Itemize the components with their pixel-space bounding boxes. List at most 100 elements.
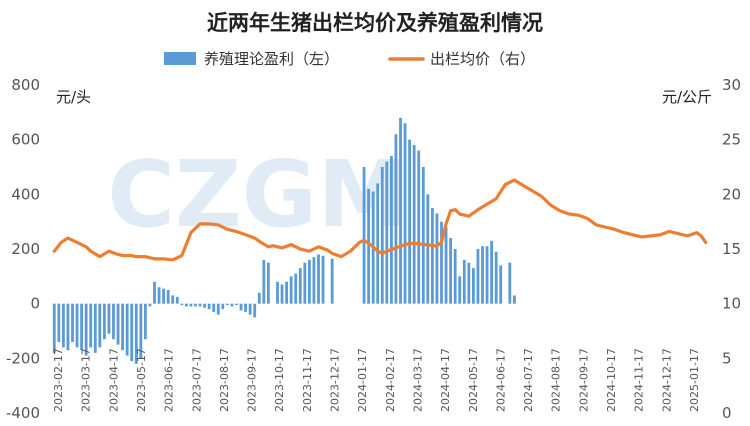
left-tick-label: 0 bbox=[30, 295, 40, 313]
x-tick-label: 2023-11-17 bbox=[301, 348, 314, 412]
x-tick-label: 2023-09-17 bbox=[246, 348, 259, 412]
x-tick-label: 2024-09-17 bbox=[577, 348, 590, 412]
profit-bar bbox=[380, 167, 384, 304]
x-tick-label: 2025-01-17 bbox=[688, 348, 701, 412]
profit-bar bbox=[71, 303, 74, 342]
profit-bar bbox=[362, 167, 366, 304]
profit-bar bbox=[225, 303, 229, 306]
profit-bar bbox=[376, 183, 380, 304]
right-tick-label: 25 bbox=[722, 131, 741, 149]
profit-bar bbox=[512, 295, 516, 304]
profit-bar bbox=[330, 258, 334, 304]
profit-bar bbox=[130, 303, 134, 362]
profit-bar bbox=[394, 134, 398, 304]
profit-bar bbox=[471, 268, 475, 304]
x-tick-label: 2024-03-17 bbox=[411, 348, 424, 412]
profit-bar bbox=[244, 303, 248, 312]
profit-bar bbox=[253, 303, 257, 318]
profit-bar bbox=[235, 303, 238, 306]
x-tick-label: 2024-05-17 bbox=[467, 348, 480, 412]
profit-bar bbox=[216, 303, 220, 315]
profit-bar bbox=[157, 287, 161, 304]
profit-bar bbox=[139, 303, 143, 359]
price-line bbox=[52, 178, 708, 262]
profit-bar bbox=[317, 254, 320, 304]
x-tick-label: 2023-03-17 bbox=[80, 348, 93, 412]
profit-bar bbox=[171, 295, 175, 304]
right-tick-label: 20 bbox=[722, 185, 741, 203]
profit-bar bbox=[102, 303, 106, 340]
profit-bar bbox=[148, 303, 152, 307]
right-tick-label: 10 bbox=[722, 295, 741, 313]
profit-bar bbox=[499, 265, 503, 304]
profit-bar bbox=[389, 156, 393, 304]
profit-bar bbox=[421, 167, 425, 304]
profit-bar bbox=[248, 303, 252, 315]
profit-bar bbox=[98, 303, 102, 348]
profit-bar bbox=[430, 208, 434, 304]
left-axis-unit: 元/头 bbox=[56, 88, 91, 106]
profit-bar bbox=[162, 288, 166, 304]
profit-bar bbox=[449, 238, 453, 304]
profit-bar bbox=[80, 303, 84, 351]
profit-bar bbox=[75, 303, 79, 348]
profit-bar bbox=[289, 276, 293, 304]
profit-bar bbox=[280, 284, 284, 304]
profit-bar bbox=[312, 257, 316, 304]
chart-title: 近两年生猪出栏均价及养殖盈利情况 bbox=[207, 10, 543, 35]
profit-bar bbox=[403, 123, 407, 304]
x-tick-label: 2024-12-17 bbox=[660, 348, 673, 412]
profit-bar bbox=[444, 227, 448, 304]
profit-bar bbox=[66, 303, 70, 351]
profit-bar bbox=[194, 303, 197, 307]
profit-bar bbox=[481, 246, 484, 304]
x-tick-label: 2023-10-17 bbox=[273, 348, 286, 412]
profit-bar bbox=[257, 292, 261, 304]
profit-bar bbox=[262, 259, 266, 304]
profit-bar bbox=[276, 281, 279, 304]
profit-bar bbox=[467, 262, 471, 304]
profit-bar bbox=[458, 276, 462, 304]
profit-bar bbox=[52, 303, 56, 353]
legend-swatch-bar bbox=[164, 52, 196, 65]
profit-bar bbox=[294, 273, 298, 304]
profit-bar bbox=[57, 303, 61, 342]
profit-bar bbox=[175, 296, 179, 304]
left-tick-label: 600 bbox=[11, 131, 40, 149]
profit-bar bbox=[367, 188, 371, 304]
left-axis: 800 600 400 200 0 -200 -400 bbox=[6, 76, 40, 422]
right-tick-label: 15 bbox=[722, 240, 741, 258]
x-tick-label: 2023-07-17 bbox=[190, 348, 203, 412]
left-tick-label: -400 bbox=[6, 404, 40, 422]
profit-bar bbox=[440, 221, 443, 304]
profit-bar bbox=[153, 281, 156, 304]
profit-bar bbox=[107, 303, 111, 334]
x-tick-label: 2024-01-17 bbox=[356, 348, 369, 412]
profit-bar bbox=[116, 303, 120, 345]
profit-bar bbox=[321, 255, 325, 304]
left-tick-label: 200 bbox=[11, 240, 40, 258]
profit-bar bbox=[426, 194, 430, 304]
czgm-watermark: CZGM bbox=[107, 141, 408, 248]
profit-bar bbox=[207, 303, 211, 310]
profit-bar bbox=[453, 249, 457, 304]
x-tick-label: 2024-04-17 bbox=[439, 348, 452, 412]
profit-bar bbox=[230, 303, 234, 307]
right-tick-label: 30 bbox=[722, 76, 741, 94]
profit-bar bbox=[412, 145, 416, 304]
profit-bar bbox=[184, 303, 188, 307]
x-tick-label: 2024-02-17 bbox=[384, 348, 397, 412]
profit-bar bbox=[112, 303, 115, 340]
x-tick-label: 2024-11-17 bbox=[633, 348, 646, 412]
left-tick-label: 400 bbox=[11, 185, 40, 203]
profit-bar bbox=[212, 303, 216, 312]
profit-bar bbox=[494, 251, 498, 304]
profit-bar bbox=[61, 303, 65, 348]
x-tick-label: 2024-06-17 bbox=[494, 348, 507, 412]
profit-bar bbox=[399, 117, 402, 304]
profit-bar bbox=[385, 161, 389, 304]
x-tick-label: 2023-12-17 bbox=[329, 348, 342, 412]
profit-bar bbox=[298, 268, 302, 304]
profit-bar bbox=[462, 259, 466, 304]
